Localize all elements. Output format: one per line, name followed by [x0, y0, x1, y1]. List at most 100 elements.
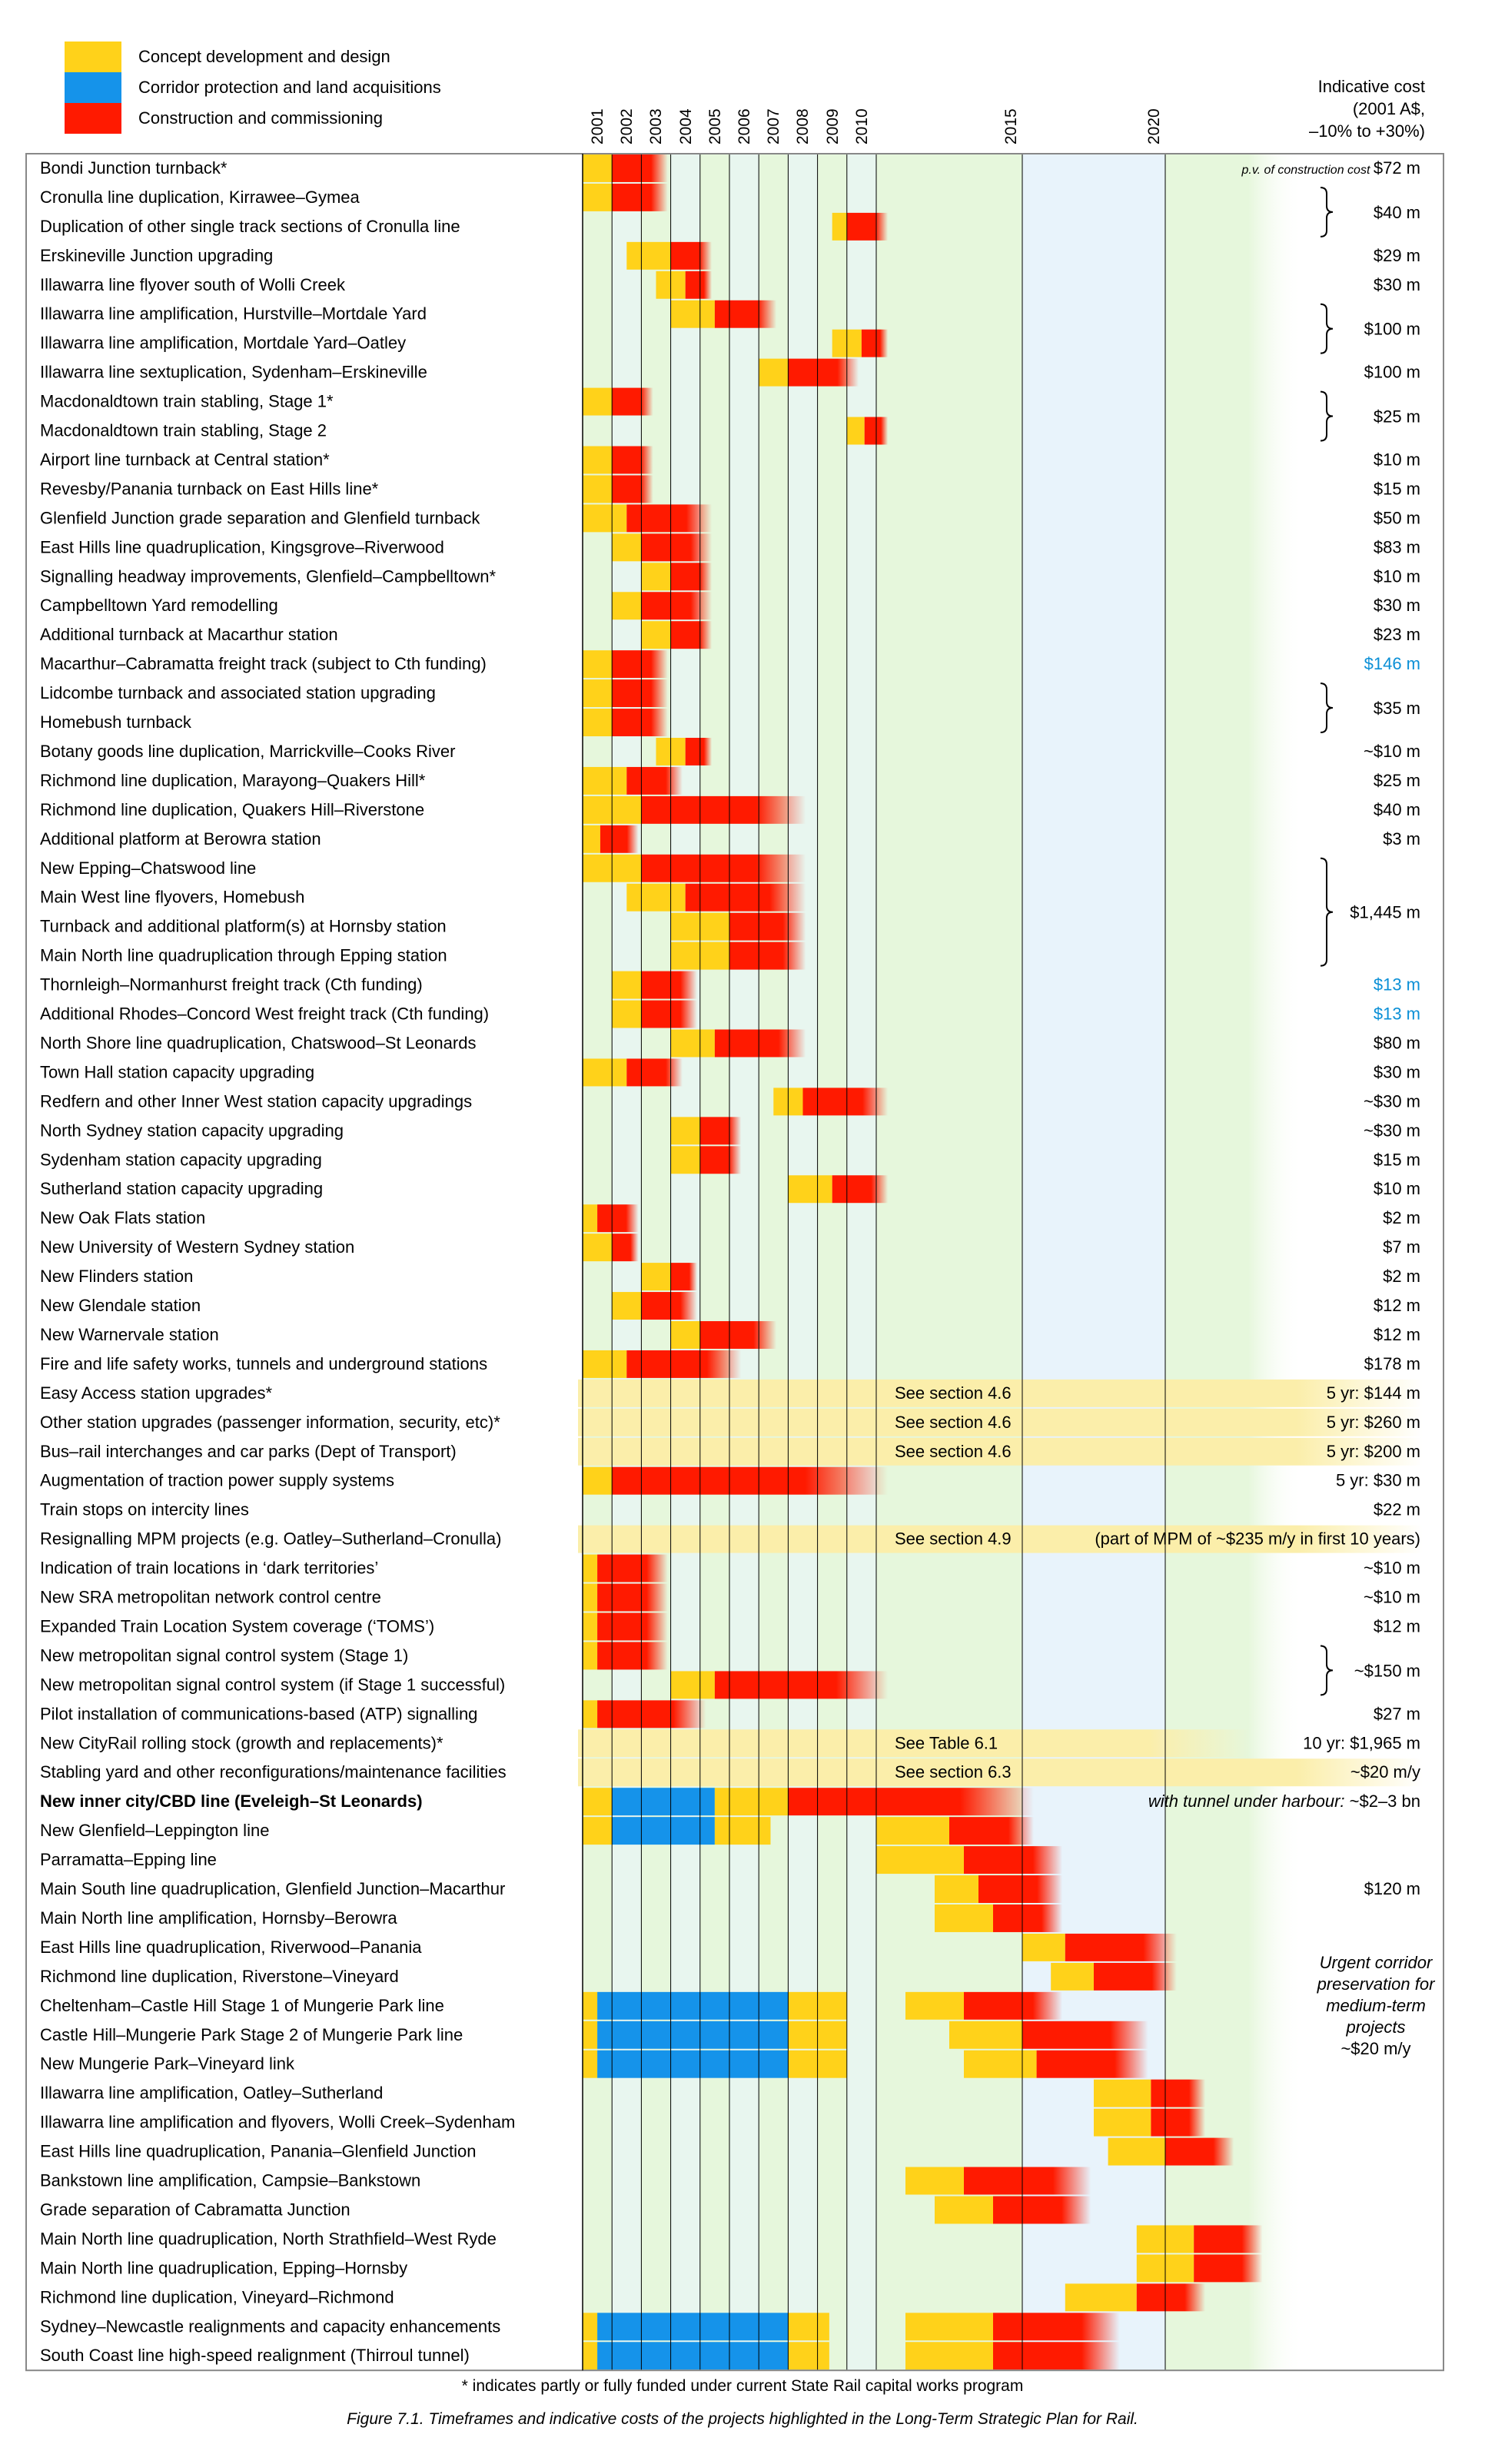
project-label: Additional turnback at Macarthur station	[40, 625, 338, 644]
project-label: Richmond line duplication, Quakers Hill–…	[40, 800, 424, 819]
project-label: North Sydney station capacity upgrading	[40, 1121, 344, 1140]
bar-construction	[802, 1088, 889, 1116]
bar-construction	[685, 271, 713, 299]
project-label: East Hills line quadruplication, Panania…	[40, 2142, 476, 2161]
project-cost: $2 m	[1383, 1267, 1420, 1286]
bar-design	[612, 592, 642, 620]
project-label: Main North line quadruplication, Epping–…	[40, 2258, 407, 2277]
gantt-chart: Bondi Junction turnback* p.v. of construc…	[25, 153, 1444, 2372]
project-cost: 10 yr: $1,965 m	[1303, 1733, 1420, 1752]
bar-construction	[612, 387, 653, 416]
bar-construction	[964, 2167, 1091, 2195]
legend-swatch-design	[65, 42, 121, 72]
project-label: Richmond line duplication, Vineyard–Rich…	[40, 2287, 394, 2306]
project-cost: $15 m	[1374, 1150, 1420, 1169]
bar-design	[935, 2196, 993, 2224]
bar-construction	[626, 1058, 683, 1087]
project-label: Sydney–Newcastle realignments and capaci…	[40, 2316, 500, 2336]
bar-design	[935, 1904, 993, 1932]
bar-construction	[729, 912, 806, 941]
project-label: New Oak Flats station	[40, 1208, 205, 1227]
bar-design	[583, 1788, 613, 1816]
bar-design	[788, 2313, 829, 2341]
bar-design	[964, 2050, 1037, 2078]
project-label: New inner city/CBD line (Eveleigh–St Leo…	[40, 1792, 423, 1811]
legend-label: Concept development and design	[138, 47, 390, 66]
bar-construction	[685, 738, 713, 765]
bar-construction	[626, 1350, 742, 1378]
project-label: Glenfield Junction grade separation and …	[40, 508, 480, 527]
project-label: Lidcombe turnback and associated station…	[40, 683, 436, 702]
project-label: Illawarra line amplification and flyover…	[40, 2113, 515, 2132]
bar-construction	[641, 854, 806, 882]
group-brace	[1320, 1645, 1334, 1696]
project-label: Main North line amplification, Hornsby–B…	[40, 1908, 397, 1928]
project-label: New SRA metropolitan network control cen…	[40, 1588, 381, 1607]
bar-construction	[597, 1642, 668, 1670]
project-label: Expanded Train Location System coverage …	[40, 1616, 434, 1635]
bar-construction	[978, 1875, 1063, 1903]
bar-note: See Table 6.1	[895, 1733, 998, 1752]
bar-note: See section 4.6	[895, 1383, 1012, 1403]
bar-construction	[1151, 2079, 1206, 2107]
project-cost: $10 m	[1374, 450, 1420, 469]
project-cost: $83 m	[1374, 537, 1420, 556]
bar-note: See section 6.3	[895, 1762, 1012, 1782]
bar-construction	[788, 358, 859, 387]
bar-construction	[597, 1700, 706, 1728]
bar-construction	[641, 533, 713, 562]
bar-corridor	[597, 2050, 789, 2078]
bar-construction	[641, 592, 713, 620]
bar-design	[788, 2342, 829, 2370]
bar-corridor	[597, 1991, 789, 2020]
project-label: Richmond line duplication, Marayong–Quak…	[40, 771, 426, 790]
project-label: Illawarra line amplification, Oatley–Sut…	[40, 2084, 383, 2103]
bar-design	[714, 1788, 789, 1816]
bar-design	[583, 1612, 598, 1641]
bar-construction	[993, 1904, 1063, 1932]
bar-construction	[714, 1029, 806, 1058]
bar-construction	[699, 1146, 742, 1174]
project-cost: ~$20 m/y	[1350, 1762, 1420, 1782]
bar-design	[714, 1817, 771, 1845]
project-label: Illawarra line flyover south of Wolli Cr…	[40, 275, 346, 294]
bar-design	[905, 2342, 993, 2370]
bar-design	[670, 1671, 715, 1699]
bar-design	[583, 2021, 598, 2049]
bar-design	[612, 533, 642, 562]
project-label: Resignalling MPM projects (e.g. Oatley–S…	[40, 1529, 501, 1549]
project-label: New metropolitan signal control system (…	[40, 1645, 408, 1665]
legend-item-construction: Construction and commissioning	[65, 103, 383, 134]
bar-construction	[949, 1817, 1034, 1845]
project-label: Fire and life safety works, tunnels and …	[40, 1354, 487, 1373]
project-cost: $29 m	[1374, 246, 1420, 265]
bar-construction	[670, 1263, 697, 1291]
bar-design	[788, 1175, 832, 1204]
bar-construction	[612, 709, 668, 736]
project-label: Erskineville Junction upgrading	[40, 246, 273, 265]
group-brace	[1320, 857, 1334, 967]
bar-design	[670, 1146, 700, 1174]
bar-design	[846, 417, 865, 445]
project-cost: $3 m	[1383, 829, 1420, 848]
project-label: Macdonaldtown train stabling, Stage 1*	[40, 392, 334, 411]
project-cost: ~$30 m	[1364, 1091, 1420, 1111]
bar-construction	[1065, 1933, 1177, 1961]
project-label: Illawarra line amplification, Hurstville…	[40, 304, 427, 324]
project-cost: $12 m	[1374, 1296, 1420, 1315]
legend-item-design: Concept development and design	[65, 42, 390, 72]
project-label: New Warnervale station	[40, 1325, 219, 1344]
bar-design	[1051, 1962, 1094, 1991]
bar-design	[583, 504, 627, 533]
project-cost: $25 m	[1374, 771, 1420, 790]
project-label: Macdonaldtown train stabling, Stage 2	[40, 421, 327, 440]
project-label: Parramatta–Epping line	[40, 1850, 217, 1869]
bar-design	[905, 2167, 964, 2195]
cost-header-line: Indicative cost	[1317, 77, 1425, 96]
bar-construction	[1136, 2283, 1206, 2312]
project-cost: $100 m	[1364, 363, 1420, 382]
project-label: Illawarra line sextuplication, Sydenham–…	[40, 363, 427, 382]
bar-design	[583, 679, 613, 708]
project-label: Sutherland station capacity upgrading	[40, 1179, 323, 1198]
project-cost: $80 m	[1374, 1033, 1420, 1052]
